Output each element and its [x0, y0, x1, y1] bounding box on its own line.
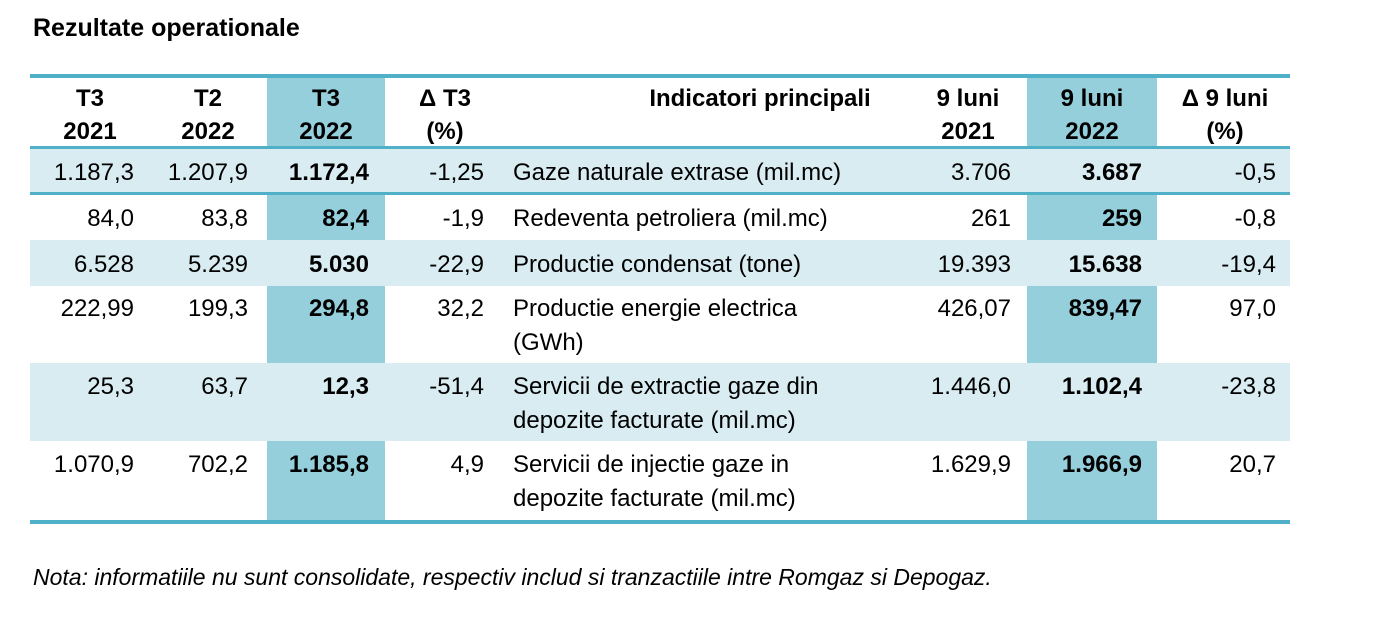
cell-9m-2021: 1.629,9 — [930, 451, 1011, 478]
cell-delta-9m: 97,0 — [1229, 295, 1276, 322]
cell-delta-9m: -23,8 — [1221, 373, 1276, 400]
cell-9m-2022: 3.687 — [1081, 159, 1142, 186]
cell-t3-2022: 1.185,8 — [288, 451, 369, 478]
cell-t2-2022: 63,7 — [201, 373, 248, 400]
header-rule — [30, 146, 1290, 149]
header-t3-2021: T3 2021 — [63, 85, 117, 145]
cell-9m-2022: 1.102,4 — [1061, 373, 1142, 400]
cell-indicator: Servicii de extractie gaze din depozite … — [513, 373, 819, 434]
cell-t2-2022: 702,2 — [187, 451, 248, 478]
cell-delta-t3: -1,25 — [429, 159, 484, 186]
cell-t3-2021: 6.528 — [73, 251, 134, 278]
bottom-rule — [30, 520, 1290, 524]
cell-delta-9m: 20,7 — [1229, 451, 1276, 478]
footnote: Nota: informatiile nu sunt consolidate, … — [33, 564, 992, 590]
cell-9m-2022: 15.638 — [1068, 251, 1142, 278]
top-rule — [30, 74, 1290, 78]
header-delta-t3: Δ T3 (%) — [419, 85, 471, 145]
cell-t3-2021: 1.070,9 — [53, 451, 134, 478]
cell-delta-t3: -22,9 — [429, 251, 484, 278]
cell-indicator: Servicii de injectie gaze in depozite fa… — [513, 451, 796, 512]
table-row — [30, 363, 1290, 441]
cell-indicator: Redeventa petroliera (mil.mc) — [513, 205, 828, 232]
cell-delta-t3: 4,9 — [450, 451, 484, 478]
cell-indicator: Productie energie electrica (GWh) — [513, 295, 798, 356]
cell-t3-2022: 5.030 — [308, 251, 369, 278]
cell-delta-9m: -0,8 — [1234, 205, 1276, 232]
header-delta-9m: Δ 9 luni (%) — [1181, 85, 1269, 145]
header-indicators: Indicatori principali — [649, 85, 871, 112]
header-t2-2022: T2 2022 — [181, 85, 235, 145]
header-9m-2021: 9 luni 2021 — [936, 85, 1000, 145]
cell-delta-9m: -0,5 — [1234, 159, 1276, 186]
table-row — [30, 240, 1290, 286]
cell-t3-2022: 294,8 — [308, 295, 369, 322]
cell-t2-2022: 199,3 — [187, 295, 248, 322]
cell-9m-2021: 426,07 — [937, 295, 1011, 322]
cell-9m-2022: 259 — [1101, 205, 1142, 232]
cell-delta-t3: -51,4 — [429, 373, 484, 400]
cell-t3-2021: 1.187,3 — [53, 159, 134, 186]
cell-9m-2022: 839,47 — [1068, 295, 1142, 322]
row-divider — [30, 192, 1290, 195]
cell-9m-2021: 19.393 — [937, 251, 1011, 278]
cell-t2-2022: 1.207,9 — [167, 159, 248, 186]
cell-t3-2022: 12,3 — [322, 373, 369, 400]
header-t3-2022: T3 2022 — [299, 85, 353, 145]
header-9m-2022: 9 luni 2022 — [1060, 85, 1124, 145]
cell-delta-9m: -19,4 — [1221, 251, 1276, 278]
cell-t3-2021: 84,0 — [87, 205, 134, 232]
page-title: Rezultate operationale — [33, 14, 300, 42]
cell-t3-2021: 25,3 — [87, 373, 134, 400]
cell-9m-2021: 261 — [970, 205, 1011, 232]
cell-9m-2021: 1.446,0 — [930, 373, 1011, 400]
cell-delta-t3: 32,2 — [437, 295, 484, 322]
cell-t2-2022: 5.239 — [187, 251, 248, 278]
cell-t3-2022: 82,4 — [322, 205, 369, 232]
table-row — [30, 149, 1290, 192]
cell-t2-2022: 83,8 — [201, 205, 248, 232]
cell-indicator: Gaze naturale extrase (mil.mc) — [513, 159, 842, 186]
cell-9m-2022: 1.966,9 — [1061, 451, 1142, 478]
cell-indicator: Productie condensat (tone) — [513, 251, 802, 278]
cell-9m-2021: 3.706 — [950, 159, 1011, 186]
cell-t3-2022: 1.172,4 — [288, 159, 369, 186]
cell-delta-t3: -1,9 — [442, 205, 484, 232]
cell-t3-2021: 222,99 — [60, 295, 134, 322]
